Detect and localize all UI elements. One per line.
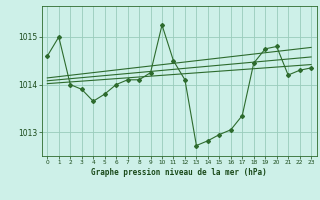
X-axis label: Graphe pression niveau de la mer (hPa): Graphe pression niveau de la mer (hPa): [91, 168, 267, 177]
